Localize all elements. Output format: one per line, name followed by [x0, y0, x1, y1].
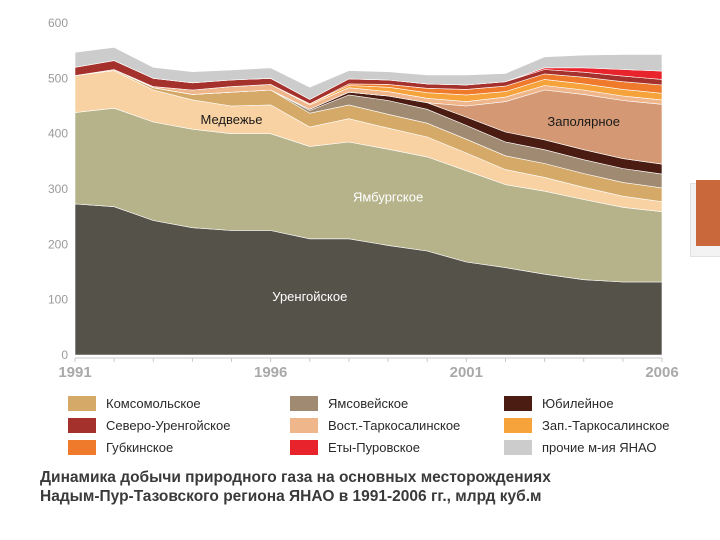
- legend-item: Северо-Уренгойское: [68, 416, 230, 434]
- legend-label: Ямсовейское: [328, 395, 409, 411]
- y-tick-label: 100: [48, 293, 68, 307]
- legend-label: Юбилейное: [542, 395, 614, 411]
- legend-swatch: [68, 417, 96, 433]
- legend-item: Юбилейное: [504, 394, 614, 412]
- legend-item: прочие м-ия ЯНАО: [504, 438, 657, 456]
- y-tick-label: 400: [48, 127, 68, 141]
- legend-item: Ямсовейское: [290, 394, 408, 412]
- x-tick-label: 1991: [58, 364, 91, 381]
- legend-label: Комсомольское: [106, 395, 201, 411]
- area-label-заполярное: Заполярное: [547, 114, 620, 129]
- legend-item: Зап.-Таркосалинское: [504, 416, 670, 434]
- legend-swatch: [290, 439, 318, 455]
- chart-caption: Динамика добычи природного газа на основ…: [40, 468, 700, 506]
- y-tick-label: 300: [48, 182, 68, 196]
- legend-swatch: [504, 417, 532, 433]
- area-label-медвежье: Медвежье: [200, 112, 262, 127]
- legend-label: Зап.-Таркосалинское: [542, 417, 670, 433]
- legend-swatch: [68, 439, 96, 455]
- legend-item: Комсомольское: [68, 394, 201, 412]
- legend-label: Северо-Уренгойское: [106, 417, 231, 433]
- legend-swatch: [504, 439, 532, 455]
- legend-label: прочие м-ия ЯНАО: [542, 439, 657, 455]
- x-tick-label: 2001: [450, 364, 483, 381]
- legend-item: Вост.-Таркосалинское: [290, 416, 460, 434]
- legend-swatch: [290, 395, 318, 411]
- caption-line-1: Динамика добычи природного газа на основ…: [40, 469, 551, 486]
- legend-label: Еты-Пуровское: [328, 439, 421, 455]
- area-label-layer: Уренгойское Ямбургское Медвежье Заполярное: [200, 112, 620, 304]
- caption-line-2: Надым-Пур-Тазовского региона ЯНАО в 1991…: [40, 488, 542, 505]
- y-tick-label: 600: [48, 16, 68, 30]
- legend-label: Вост.-Таркосалинское: [328, 417, 461, 433]
- x-axis: 1991 1996 2001 2006: [58, 357, 679, 381]
- y-axis: 0 100 200 300 400 500 600: [48, 16, 68, 362]
- y-tick-label: 200: [48, 237, 68, 251]
- x-tick-label: 2006: [645, 364, 678, 381]
- legend-swatch: [290, 417, 318, 433]
- area-series-прочие-м-ия-янао: [74, 46, 663, 100]
- legend-swatch: [68, 395, 96, 411]
- legend-swatch: [504, 395, 532, 411]
- legend-item: Еты-Пуровское: [290, 438, 420, 456]
- legend-label: Губкинское: [106, 439, 174, 455]
- area-label-ямбургское: Ямбургское: [353, 189, 423, 204]
- area-layer: [74, 46, 663, 356]
- area-label-уренгойское: Уренгойское: [272, 289, 347, 304]
- decorative-accent-block: [696, 180, 720, 246]
- y-tick-label: 0: [61, 348, 68, 362]
- legend-item: Губкинское: [68, 438, 173, 456]
- y-tick-label: 500: [48, 71, 68, 85]
- legend: Комсомольское Северо-Уренгойское Губкинс…: [68, 394, 708, 460]
- x-tick-label: 1996: [254, 364, 287, 381]
